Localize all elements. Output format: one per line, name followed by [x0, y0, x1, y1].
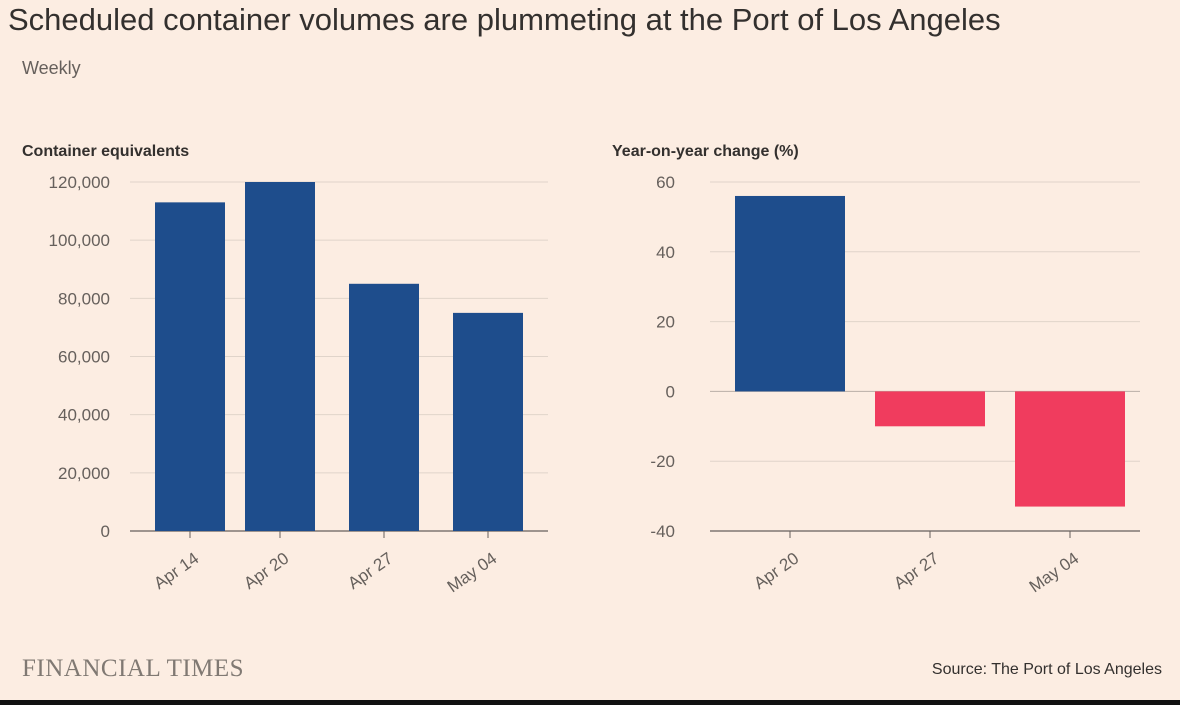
right-axis-title: Year-on-year change (%)	[612, 143, 799, 160]
charts-canvas: Container equivalents 0 20,000 40,000 60,00…	[22, 143, 1140, 596]
bar-may-04	[453, 312, 523, 531]
bar-apr-20	[735, 195, 845, 392]
y-tick-label: 40,000	[58, 406, 110, 425]
bar-apr-20	[245, 182, 315, 531]
x-tick-label: Apr 27	[890, 549, 942, 593]
bar-apr-27	[875, 391, 985, 427]
y-tick-label: -20	[650, 452, 675, 471]
bar-apr-14	[155, 202, 225, 531]
bar-may-04	[1015, 391, 1125, 507]
y-tick-label: -40	[650, 522, 675, 541]
y-tick-label: 0	[101, 522, 110, 541]
x-tick-label: Apr 27	[344, 549, 396, 593]
y-tick-label: 120,000	[49, 173, 110, 192]
y-tick-label: 0	[666, 382, 675, 401]
container-equivalents-chart: Container equivalents 0 20,000 40,000 60,00…	[22, 143, 548, 596]
x-tick-label: May 04	[444, 549, 501, 597]
x-tick-label: Apr 20	[750, 549, 802, 593]
source-note: Source: The Port of Los Angeles	[931, 661, 1162, 678]
left-axis-title: Container equivalents	[22, 143, 189, 160]
yoy-change-chart: Year-on-year change (%) -40 -20 0 20 40 60 Apr…	[612, 143, 1140, 596]
y-tick-label: 80,000	[58, 289, 110, 308]
chart-subtitle: Weekly	[22, 58, 81, 78]
chart-title: Scheduled container volumes are plummeti…	[8, 2, 1001, 37]
financial-times-logo: FINANCIAL TIMES	[22, 655, 245, 682]
y-tick-label: 60	[656, 173, 675, 192]
bottom-border	[0, 700, 1180, 705]
x-tick-label: May 04	[1026, 549, 1083, 597]
x-tick-label: Apr 20	[240, 549, 292, 593]
y-tick-label: 60,000	[58, 348, 110, 367]
x-tick-label: Apr 14	[150, 549, 202, 593]
y-tick-label: 20	[656, 313, 675, 332]
y-tick-label: 20,000	[58, 464, 110, 483]
bar-apr-27	[349, 283, 419, 531]
y-tick-label: 40	[656, 243, 675, 262]
y-tick-label: 100,000	[49, 231, 110, 250]
